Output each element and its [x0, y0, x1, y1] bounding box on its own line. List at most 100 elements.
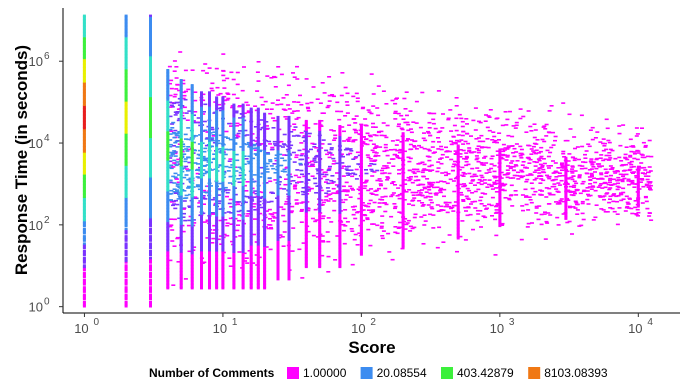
heatmap-cell [190, 246, 194, 249]
heatmap-cell [475, 157, 480, 159]
heatmap-cell [345, 166, 350, 168]
heatmap-cell [181, 143, 186, 145]
heatmap-cell [477, 137, 481, 139]
heatmap-cell [221, 179, 225, 182]
heatmap-cell [190, 163, 194, 166]
heatmap-cell [241, 223, 245, 226]
heatmap-cell [173, 172, 178, 175]
heatmap-cell [579, 114, 584, 117]
heatmap-cell [539, 213, 544, 216]
heatmap-cell [276, 134, 280, 138]
heatmap-cell [82, 147, 86, 150]
heatmap-cell [383, 146, 388, 149]
heatmap-cell [320, 235, 325, 237]
heatmap-cell [149, 96, 152, 99]
heatmap-cell [149, 39, 152, 42]
heatmap-cell [551, 131, 555, 134]
heatmap-cell [344, 194, 349, 196]
heatmap-cell [256, 187, 260, 191]
heatmap-cell [643, 175, 648, 177]
heatmap-cell [256, 164, 260, 167]
heatmap-cell [210, 128, 215, 131]
heatmap-cell [166, 133, 170, 136]
heatmap-cell [166, 208, 170, 211]
heatmap-cell [254, 140, 259, 142]
heatmap-cell [241, 172, 245, 175]
heatmap-cell [208, 281, 211, 284]
heatmap-cell [256, 193, 260, 196]
heatmap-cell [646, 181, 651, 183]
heatmap-cell [597, 195, 602, 197]
heatmap-cell [124, 273, 128, 276]
heatmap-cell [200, 252, 203, 255]
heatmap-cell [281, 143, 286, 145]
heatmap-cell [374, 194, 379, 196]
heatmap-cell [296, 116, 301, 119]
heatmap-cell [179, 139, 183, 142]
heatmap-cell [580, 165, 585, 167]
heatmap-cell [200, 230, 203, 233]
heatmap-cell [215, 164, 219, 168]
heatmap-cell [187, 206, 192, 208]
heatmap-cell [179, 225, 183, 228]
heatmap-cell [215, 287, 219, 290]
heatmap-cell [221, 79, 226, 82]
heatmap-cell [179, 205, 183, 208]
heatmap-cell [460, 134, 465, 137]
heatmap-cell [287, 132, 291, 135]
heatmap-cell [249, 202, 253, 205]
heatmap-cell [332, 209, 337, 212]
heatmap-cell [208, 176, 211, 179]
heatmap-cell [447, 201, 452, 204]
heatmap-cell [256, 274, 260, 277]
heatmap-cell [215, 243, 219, 246]
heatmap-cell [415, 168, 420, 171]
heatmap-cell [378, 146, 383, 148]
heatmap-cell [383, 167, 388, 170]
heatmap-cell [395, 149, 400, 152]
heatmap-cell [149, 249, 152, 252]
heatmap-cell [596, 186, 601, 188]
heatmap-cell [433, 151, 437, 153]
heatmap-cell [276, 181, 280, 184]
heatmap-cell [149, 61, 152, 64]
heatmap-cell [166, 164, 170, 167]
heatmap-cell [179, 272, 183, 275]
heatmap-cell [431, 214, 436, 216]
heatmap-cell [263, 127, 267, 130]
heatmap-cell [630, 171, 635, 174]
heatmap-cell [241, 276, 245, 280]
heatmap-cell [396, 187, 401, 189]
heatmap-cell [635, 208, 640, 211]
heatmap-cell [264, 121, 269, 123]
heatmap-cell [193, 99, 198, 102]
heatmap-cell [355, 244, 360, 246]
heatmap-cell [256, 154, 260, 157]
heatmap-cell [537, 205, 542, 207]
heatmap-cell [320, 254, 325, 257]
heatmap-cell [169, 189, 174, 192]
heatmap-cell [413, 213, 418, 216]
heatmap-cell [568, 206, 572, 209]
heatmap-cell [529, 130, 534, 132]
heatmap-cell [365, 154, 370, 156]
heatmap-cell [249, 208, 253, 211]
heatmap-cell [82, 87, 86, 90]
heatmap-cell [82, 258, 86, 261]
heatmap-cell [287, 266, 291, 269]
heatmap-cell [200, 104, 203, 107]
heatmap-cell [420, 194, 425, 197]
heatmap-cell [149, 222, 152, 225]
heatmap-cell [357, 154, 362, 157]
heatmap-cell [239, 209, 244, 212]
heatmap-cell [392, 148, 397, 151]
heatmap-cell [232, 175, 236, 178]
heatmap-cell [241, 253, 245, 256]
heatmap-cell [614, 195, 619, 198]
heatmap-cell [149, 45, 152, 48]
heatmap-cell [617, 186, 622, 189]
heatmap-cell [585, 187, 590, 189]
heatmap-cell [200, 92, 203, 95]
heatmap-cell [82, 210, 86, 213]
heatmap-cell [263, 249, 267, 252]
